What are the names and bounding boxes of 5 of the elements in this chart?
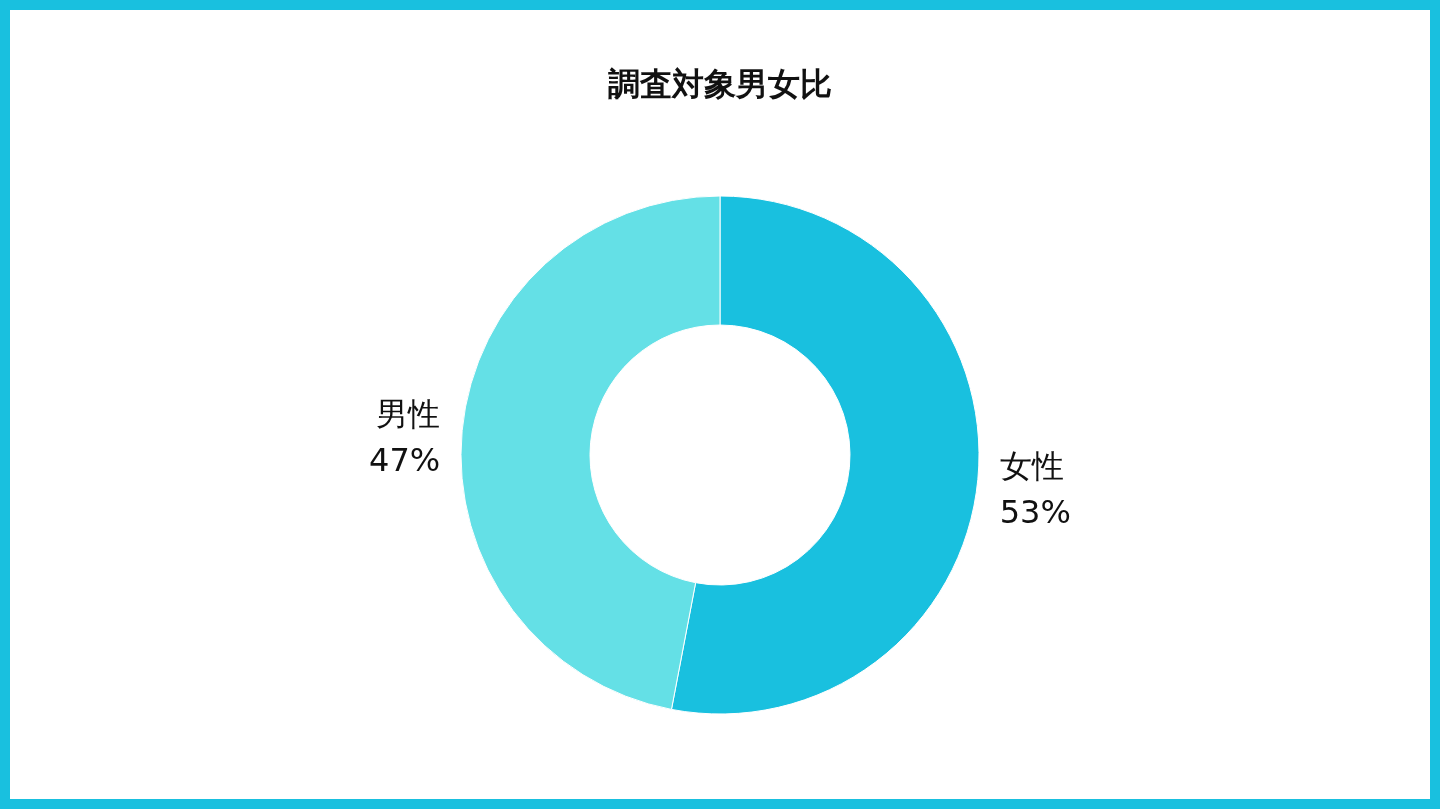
slice-label: 男性: [376, 394, 441, 433]
data-label: 53%: [999, 493, 1071, 532]
slice-label: 女性: [999, 447, 1064, 486]
chart-title: 調査対象男女比: [608, 65, 832, 103]
data-label: 47%: [369, 440, 441, 479]
